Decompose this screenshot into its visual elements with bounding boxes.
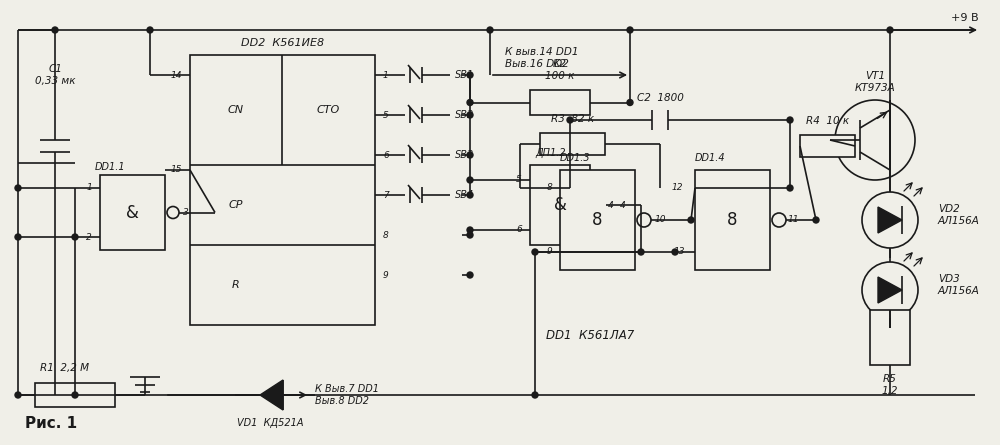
- Text: VD2
АЛ156А: VD2 АЛ156А: [938, 204, 980, 226]
- Text: К2
100 к: К2 100 к: [545, 59, 575, 81]
- Text: 5: 5: [383, 110, 389, 120]
- Circle shape: [15, 392, 21, 398]
- Text: 8: 8: [383, 231, 389, 239]
- Text: 6: 6: [383, 150, 389, 159]
- Text: 1: 1: [86, 183, 92, 193]
- Text: Рис. 1: Рис. 1: [25, 416, 77, 430]
- Circle shape: [52, 27, 58, 33]
- Text: R3  82 к: R3 82 к: [551, 114, 594, 124]
- Bar: [530, 165, 590, 245]
- Text: 6: 6: [516, 226, 522, 235]
- Text: К Выв.7 DD1
Выв.8 DD2: К Выв.7 DD1 Выв.8 DD2: [315, 384, 379, 406]
- Text: SB2: SB2: [455, 110, 474, 120]
- Text: DD1  К561ЛА7: DD1 К561ЛА7: [546, 328, 634, 341]
- Text: 13: 13: [674, 247, 685, 256]
- Circle shape: [487, 27, 493, 33]
- Circle shape: [467, 72, 473, 78]
- Bar: [540, 133, 605, 155]
- Text: R: R: [232, 280, 240, 290]
- Text: СТО: СТО: [316, 105, 340, 115]
- Text: 10: 10: [655, 215, 666, 224]
- Polygon shape: [878, 277, 902, 303]
- Polygon shape: [260, 380, 283, 410]
- Text: R5
1,2: R5 1,2: [882, 374, 898, 396]
- Text: DD1.1: DD1.1: [95, 162, 126, 172]
- Circle shape: [467, 112, 473, 118]
- Bar: [870, 310, 910, 365]
- Bar: [695, 170, 770, 270]
- Circle shape: [72, 234, 78, 240]
- Text: CN: CN: [228, 105, 244, 115]
- Text: 2: 2: [86, 232, 92, 242]
- Text: 8: 8: [592, 211, 603, 229]
- Circle shape: [787, 117, 793, 123]
- Text: CP: CP: [229, 200, 243, 210]
- Text: VT1
КТ973А: VT1 КТ973А: [855, 71, 895, 93]
- Text: 4: 4: [608, 201, 614, 210]
- Text: SB4: SB4: [455, 190, 474, 200]
- Text: 14: 14: [171, 70, 182, 80]
- Bar: [530, 90, 590, 115]
- Circle shape: [15, 185, 21, 191]
- Circle shape: [467, 232, 473, 238]
- Bar: [800, 135, 855, 157]
- Bar: [560, 170, 635, 270]
- Text: 7: 7: [383, 190, 389, 199]
- Circle shape: [467, 192, 473, 198]
- Bar: [100, 175, 165, 250]
- Bar: [190, 55, 375, 325]
- Circle shape: [467, 100, 473, 105]
- Text: К выв.14 DD1
Выв.16 DD2: К выв.14 DD1 Выв.16 DD2: [505, 47, 578, 69]
- Text: DD1.3: DD1.3: [560, 153, 591, 163]
- Text: &: &: [126, 203, 139, 222]
- Text: VD3
АЛ156А: VD3 АЛ156А: [938, 274, 980, 296]
- Circle shape: [672, 249, 678, 255]
- Circle shape: [787, 185, 793, 191]
- Text: 12: 12: [672, 183, 683, 193]
- Circle shape: [147, 27, 153, 33]
- Text: С2  1800: С2 1800: [637, 93, 683, 103]
- Text: 3: 3: [183, 208, 189, 217]
- Text: VD1  КД521А: VD1 КД521А: [237, 418, 303, 428]
- Bar: [35, 383, 115, 407]
- Circle shape: [567, 117, 573, 123]
- Circle shape: [813, 217, 819, 223]
- Circle shape: [467, 152, 473, 158]
- Text: 4: 4: [620, 201, 626, 210]
- Text: 9: 9: [546, 247, 552, 256]
- Text: SB3: SB3: [455, 150, 474, 160]
- Text: 11: 11: [788, 215, 800, 224]
- Text: 9: 9: [383, 271, 389, 279]
- Text: 8: 8: [546, 183, 552, 193]
- Circle shape: [467, 272, 473, 278]
- Circle shape: [72, 392, 78, 398]
- Text: 5: 5: [516, 175, 522, 185]
- Text: DD1.4: DD1.4: [695, 153, 726, 163]
- Text: 8: 8: [727, 211, 738, 229]
- Text: DD2  К561ИЕ8: DD2 К561ИЕ8: [241, 38, 324, 48]
- Circle shape: [688, 217, 694, 223]
- Text: R1  2,2 М: R1 2,2 М: [40, 363, 89, 373]
- Circle shape: [627, 27, 633, 33]
- Circle shape: [532, 392, 538, 398]
- Circle shape: [627, 100, 633, 105]
- Text: +9 В: +9 В: [951, 13, 979, 23]
- Text: R4  10 к: R4 10 к: [806, 116, 849, 126]
- Circle shape: [467, 227, 473, 233]
- Text: ДП1.2: ДП1.2: [535, 148, 566, 158]
- Circle shape: [15, 234, 21, 240]
- Text: 1: 1: [383, 70, 389, 80]
- Circle shape: [532, 249, 538, 255]
- Text: 15: 15: [171, 166, 182, 174]
- Circle shape: [887, 27, 893, 33]
- Text: С1
0,33 мк: С1 0,33 мк: [35, 64, 75, 86]
- Text: &: &: [554, 196, 566, 214]
- Text: SB1: SB1: [455, 70, 474, 80]
- Circle shape: [638, 249, 644, 255]
- Polygon shape: [878, 207, 902, 233]
- Circle shape: [467, 177, 473, 183]
